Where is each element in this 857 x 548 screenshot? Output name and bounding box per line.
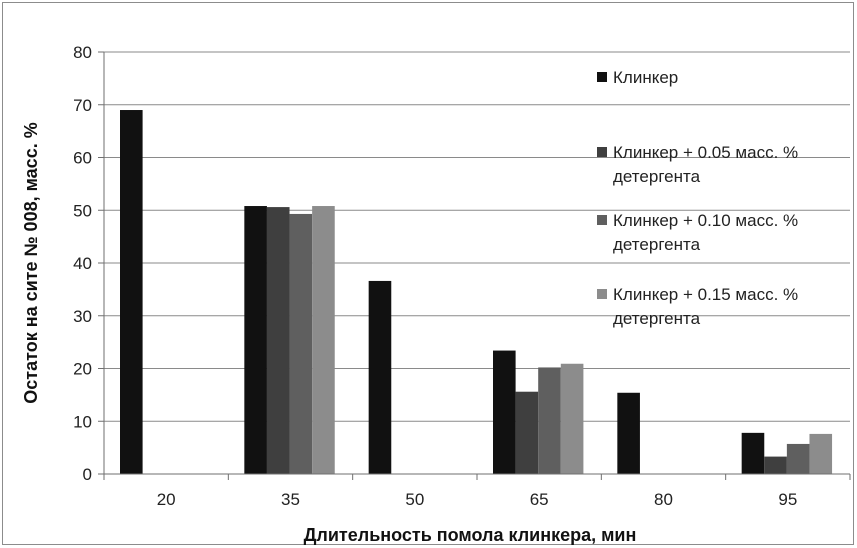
gridlines: [104, 51, 850, 422]
y-tick-labels: 0 10 20 30 40 50 60 70 80: [73, 43, 92, 484]
legend-label: детергента: [613, 167, 701, 186]
bar: [560, 363, 584, 474]
y-axis-title: Остаток на сите № 008, масс. %: [21, 122, 41, 403]
y-tick-label: 10: [73, 412, 92, 431]
legend-label: детергента: [613, 309, 701, 328]
bar: [617, 392, 640, 474]
bars: [120, 110, 833, 475]
y-tick-label: 70: [73, 96, 92, 115]
bar: [368, 280, 392, 474]
y-tick-label: 50: [73, 201, 92, 220]
bar: [786, 443, 810, 474]
bar: [515, 391, 539, 474]
bar: [289, 213, 313, 474]
bar: [493, 350, 516, 474]
y-tick-label: 0: [83, 465, 92, 484]
x-tick-label: 80: [654, 490, 673, 509]
legend-label: Клинкер + 0.05 масс. %: [613, 143, 798, 162]
x-axis-title: Длительность помола клинкера, мин: [304, 525, 637, 545]
bar: [120, 110, 143, 475]
x-tick-label: 20: [157, 490, 176, 509]
x-tick-label: 50: [405, 490, 424, 509]
bar: [538, 367, 561, 474]
legend-swatch: [597, 289, 607, 299]
x-tick-labels: 20 35 50 65 80 95: [157, 490, 798, 509]
legend-label: Клинкер: [613, 68, 678, 87]
x-tick-label: 35: [281, 490, 300, 509]
bar: [312, 206, 335, 474]
axes: [98, 51, 851, 480]
y-tick-label: 30: [73, 307, 92, 326]
x-tick-label: 65: [530, 490, 549, 509]
bar: [244, 206, 267, 474]
bar: [266, 207, 290, 474]
bar: [764, 456, 787, 474]
legend-label: детергента: [613, 235, 701, 254]
y-tick-label: 20: [73, 360, 92, 379]
legend-swatch: [597, 147, 607, 157]
legend: Клинкер Клинкер + 0.05 масс. % детергента К…: [597, 68, 798, 328]
x-tick-label: 95: [778, 490, 797, 509]
y-tick-label: 60: [73, 149, 92, 168]
legend-label: Клинкер + 0.10 масс. %: [613, 211, 798, 230]
legend-swatch: [597, 72, 607, 82]
legend-label: Клинкер + 0.15 масс. %: [613, 285, 798, 304]
y-tick-label: 80: [73, 43, 92, 62]
bar: [809, 433, 833, 474]
bar: [741, 432, 765, 474]
legend-swatch: [597, 215, 607, 225]
y-tick-label: 40: [73, 254, 92, 273]
